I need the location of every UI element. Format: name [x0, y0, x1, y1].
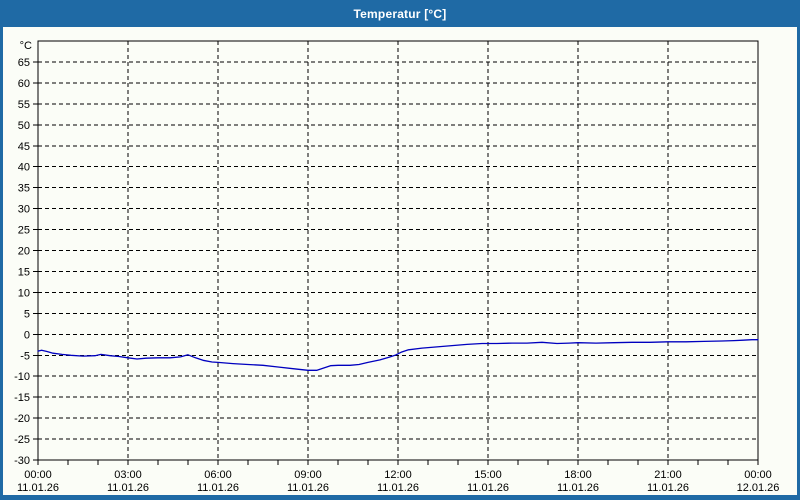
x-date-label: 11.01.26: [17, 482, 59, 494]
y-tick-label: 35: [18, 183, 30, 195]
x-date-label: 11.01.26: [377, 482, 419, 494]
plot-frame: [37, 40, 759, 461]
y-tick-label: 25: [18, 225, 30, 237]
x-time-label: 00:00: [24, 469, 52, 481]
y-tick-label: 45: [18, 141, 30, 153]
x-date-label: 11.01.26: [557, 482, 599, 494]
y-axis-unit-label: °C: [20, 40, 32, 52]
temperature-chart: 65605550454035302520151050-5-10-15-20-25…: [14, 40, 780, 494]
y-tick-label: 60: [18, 78, 30, 90]
y-tick-label: -25: [14, 434, 30, 446]
y-tick-label: 20: [18, 246, 30, 258]
chart-area: 65 60 55 50 45 40 35 30 25 20 15 10 5 0 -5 -10 -15 -20 -25…: [3, 27, 797, 495]
x-date-label: 11.01.26: [197, 482, 239, 494]
y-tick-label: 65: [18, 57, 30, 69]
x-time-label: 03:00: [114, 469, 142, 481]
x-time-label: 21:00: [654, 469, 682, 481]
title-bar[interactable]: Temperatur [°C]: [0, 0, 800, 27]
window-title: Temperatur [°C]: [353, 6, 447, 21]
y-tick-label: 30: [18, 204, 30, 216]
y-tick-label: 15: [18, 266, 30, 278]
x-time-label: 09:00: [294, 469, 322, 481]
x-time-label: 18:00: [564, 469, 592, 481]
x-time-label: 12:00: [384, 469, 412, 481]
x-time-label: 06:00: [204, 469, 232, 481]
y-tick-label: -5: [20, 350, 30, 362]
y-tick-label: -10: [14, 371, 30, 383]
y-tick-label: 50: [18, 120, 30, 132]
x-date-label: 11.01.26: [107, 482, 149, 494]
y-tick-label: 55: [18, 99, 30, 111]
x-time-label: 15:00: [474, 469, 502, 481]
y-tick-label: 40: [18, 162, 30, 174]
x-date-label: 11.01.26: [647, 482, 689, 494]
x-date-label: 11.01.26: [467, 482, 509, 494]
y-tick-label: 0: [24, 329, 30, 341]
x-time-label: 00:00: [744, 469, 772, 481]
y-tick-label: -30: [14, 455, 30, 467]
x-date-label: 12.01.26: [737, 482, 780, 494]
y-tick-label: 10: [18, 287, 30, 299]
temperature-series-line: [37, 339, 759, 371]
y-tick-label: -15: [14, 392, 30, 404]
y-tick-label: -20: [14, 413, 30, 425]
x-date-label: 11.01.26: [287, 482, 329, 494]
y-tick-label: 5: [24, 308, 30, 320]
